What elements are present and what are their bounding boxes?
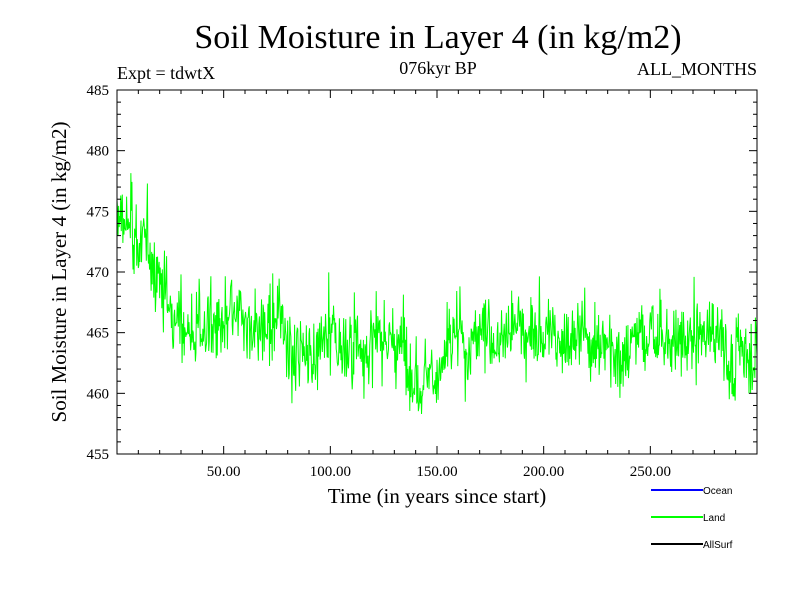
y-tick-label: 460	[87, 386, 110, 402]
x-tick-label: 100.00	[310, 464, 351, 480]
x-axis-label: Time (in years since start)	[328, 484, 547, 508]
legend: Ocean Land AllSurf	[651, 486, 733, 551]
y-tick-label: 470	[87, 265, 110, 281]
experiment-label: Expt = tdwtX	[117, 63, 215, 83]
x-tick-label: 250.00	[630, 464, 671, 480]
x-tick-label: 150.00	[416, 464, 457, 480]
y-tick-label: 455	[87, 447, 110, 463]
y-tick-label: 475	[87, 204, 110, 220]
chart-title: Soil Moisture in Layer 4 (in kg/m2)	[194, 19, 681, 56]
x-tick-label: 50.00	[207, 464, 241, 480]
x-tick-label: 200.00	[523, 464, 564, 480]
y-axis-label: Soil Moisture in Layer 4 (in kg/m2)	[47, 122, 71, 423]
legend-label-land: Land	[703, 513, 725, 524]
legend-label-allsurf: AllSurf	[703, 540, 733, 551]
y-tick-label: 485	[87, 83, 110, 99]
y-tick-label: 465	[87, 326, 110, 342]
period-label: 076kyr BP	[399, 58, 477, 78]
months-label: ALL_MONTHS	[637, 59, 757, 79]
y-tick-label: 480	[87, 144, 110, 160]
series-line-land	[117, 173, 757, 415]
legend-label-ocean: Ocean	[703, 486, 732, 497]
